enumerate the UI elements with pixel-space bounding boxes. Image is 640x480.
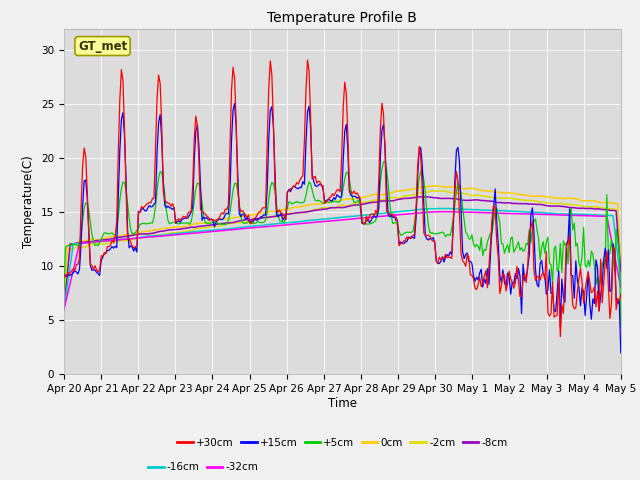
Y-axis label: Temperature(C): Temperature(C) <box>22 155 35 248</box>
Text: GT_met: GT_met <box>78 39 127 52</box>
X-axis label: Time: Time <box>328 397 357 410</box>
Legend: -16cm, -32cm: -16cm, -32cm <box>144 458 262 476</box>
Title: Temperature Profile B: Temperature Profile B <box>268 11 417 25</box>
